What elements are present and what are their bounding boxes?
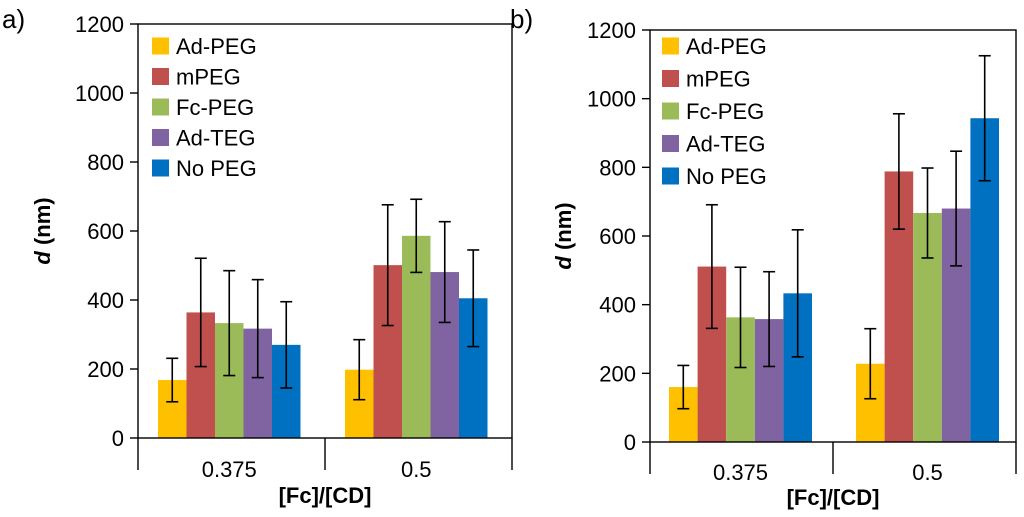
y-tick-label: 1200	[587, 18, 636, 43]
legend-label: Ad-PEG	[176, 34, 257, 59]
x-tick-label: 0.5	[401, 457, 432, 482]
error-bar	[467, 249, 480, 348]
legend-swatch	[152, 68, 169, 85]
error-bar	[677, 364, 690, 410]
error-bar	[978, 54, 991, 182]
y-axis-title-symbol: d	[551, 256, 576, 270]
legend-label: Ad-TEG	[176, 126, 255, 151]
x-axis-title: [Fc]/[CD]	[787, 485, 880, 510]
y-tick-label: 800	[87, 150, 124, 175]
x-tick-label: 0.5	[912, 460, 943, 485]
x-axis-title: [Fc]/[CD]	[279, 483, 372, 508]
y-tick-label: 600	[599, 224, 636, 249]
y-tick-label: 200	[599, 361, 636, 386]
y-tick-label: 600	[87, 219, 124, 244]
error-bar	[410, 198, 423, 274]
y-axis-title-unit: (nm)	[551, 202, 576, 256]
y-tick-label: 0	[112, 426, 124, 451]
legend-swatch	[152, 98, 169, 116]
error-bar	[791, 229, 804, 358]
legend: Ad-PEG mPEG Fc-PEG Ad-TEG No PEG	[152, 34, 257, 181]
legend-swatch	[152, 129, 169, 146]
y-tick-label: 800	[599, 155, 636, 180]
y-tick-label: 1200	[75, 12, 124, 37]
legend-swatch	[662, 167, 679, 185]
legend-label: Fc-PEG	[686, 99, 764, 124]
error-bar	[166, 357, 179, 403]
y-tick-label: 0	[624, 430, 636, 455]
legend-label: No PEG	[176, 156, 257, 181]
legend-label: mPEG	[176, 65, 241, 90]
y-tick-label: 200	[87, 357, 124, 382]
error-bar	[251, 278, 264, 379]
chart-panel-a: a) 0 200 400 600 800 1000 1200 0.375 0.5 [Fc]/[CD]…	[2, 4, 513, 508]
legend-swatch	[662, 102, 679, 120]
error-bar	[223, 269, 236, 377]
legend-label: Ad-PEG	[686, 34, 767, 59]
y-axis-title: d (nm)	[551, 202, 576, 269]
y-axis-title-unit: (nm)	[30, 197, 55, 251]
legend: Ad-PEG mPEG Fc-PEG Ad-TEG No PEG	[662, 34, 767, 189]
panel-label: b)	[510, 4, 533, 34]
x-tick-label: 0.375	[713, 460, 768, 485]
error-bar	[381, 203, 394, 327]
legend-swatch	[662, 37, 679, 55]
y-tick-label: 1000	[587, 87, 636, 112]
y-tick-label: 1000	[75, 81, 124, 106]
legend-swatch	[662, 70, 679, 87]
legend-swatch	[152, 37, 169, 55]
error-bar	[705, 203, 718, 330]
y-tick-label: 400	[87, 288, 124, 313]
error-bar	[353, 338, 366, 401]
legend-label: Ad-TEG	[686, 132, 765, 157]
error-bar	[864, 327, 877, 400]
y-axis-title-symbol: d	[30, 251, 55, 265]
legend-label: Fc-PEG	[176, 95, 254, 120]
legend-label: No PEG	[686, 164, 767, 189]
error-bar	[763, 270, 776, 368]
y-axis-title: d (nm)	[30, 197, 55, 264]
error-bar	[280, 300, 293, 389]
legend-swatch	[152, 159, 169, 177]
error-bar	[438, 220, 451, 324]
error-bar	[950, 150, 963, 267]
panel-label: a)	[2, 4, 25, 34]
x-tick-label: 0.375	[202, 457, 257, 482]
error-bar	[921, 167, 934, 259]
legend-label: mPEG	[686, 67, 751, 92]
error-bar	[194, 257, 207, 368]
chart-panel-b: b) 0 200 400 600 800 1000 1200 0.375 0.5 [Fc]/[CD]…	[510, 4, 1017, 510]
error-bar	[892, 112, 905, 230]
legend-swatch	[662, 135, 679, 152]
error-bar	[734, 266, 747, 369]
y-tick-label: 400	[599, 293, 636, 318]
